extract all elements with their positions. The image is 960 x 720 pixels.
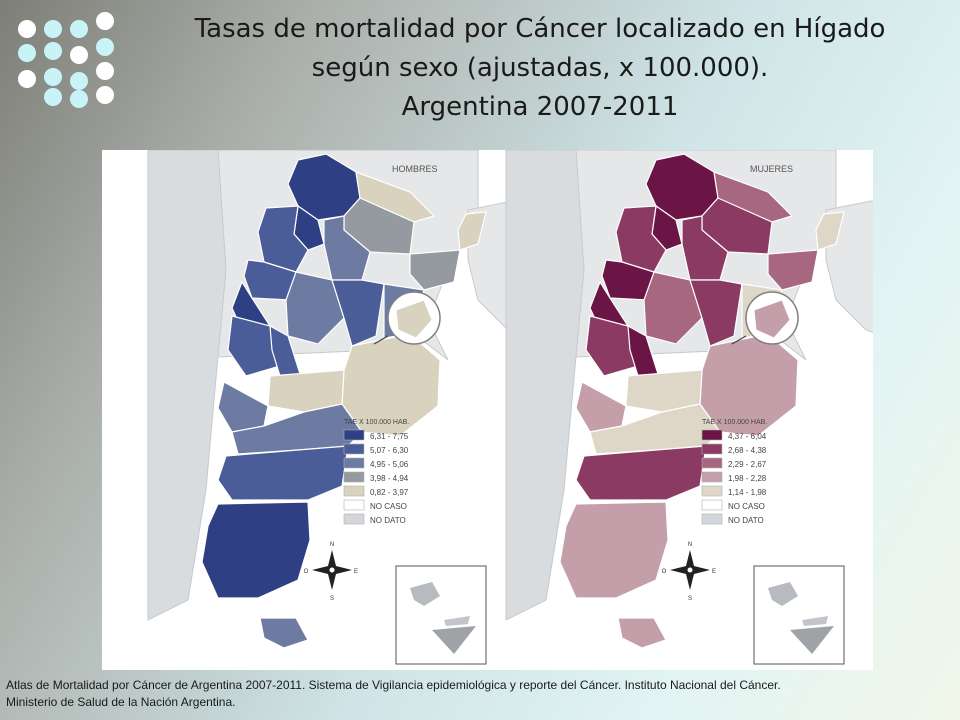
- legend-swatch: [343, 429, 365, 441]
- svg-text:E: E: [712, 569, 716, 575]
- inset-arrow: [373, 335, 389, 345]
- map-hombres: HOMBRES TAE X 100.000 HAB. 6,31 - 7,75 5,07…: [147, 150, 569, 665]
- inset-arrow: [731, 335, 747, 345]
- province-corrientes: [767, 249, 819, 291]
- title-line-2: según sexo (ajustadas, x 100.000).: [311, 53, 769, 83]
- legend-swatch: [701, 429, 723, 441]
- province-chubut: [575, 445, 707, 501]
- province-santiago: [323, 215, 371, 281]
- legend-label: 1,14 - 1,98: [728, 488, 767, 497]
- province-catamarca: [257, 205, 309, 273]
- legend-title: TAE X 100.000 HAB.: [702, 419, 767, 426]
- province-santiago: [681, 215, 729, 281]
- map-heading: MUJERES: [750, 164, 793, 174]
- legend-label: 6,31 - 7,75: [370, 432, 409, 441]
- antarctica-inset: [395, 565, 487, 665]
- legend-label: 2,29 - 2,67: [728, 460, 767, 469]
- legend-title: TAE X 100.000 HAB.: [344, 419, 409, 426]
- choropleth-maps: HOMBRES TAE X 100.000 HAB. 6,31 - 7,75 5,07…: [147, 150, 873, 665]
- province-santa-cruz: [559, 501, 669, 599]
- title-line-3: Argentina 2007-2011: [401, 92, 679, 122]
- province-mendoza: [585, 315, 639, 377]
- legend-swatch: [343, 499, 365, 511]
- svg-text:S: S: [688, 596, 692, 602]
- svg-text:S: S: [330, 596, 334, 602]
- province-neuquen: [575, 381, 627, 433]
- legend-label: NO CASO: [370, 502, 407, 511]
- province-tierra-del-fuego: [617, 617, 667, 649]
- province-misiones: [457, 211, 487, 251]
- inset-region: [395, 299, 433, 339]
- svg-text:N: N: [688, 542, 692, 548]
- decorative-dot-grid: [18, 12, 118, 108]
- svg-text:O: O: [304, 569, 309, 575]
- legend-swatch: [701, 471, 723, 483]
- legend-swatch: [343, 443, 365, 455]
- legend-label: 1,98 - 2,28: [728, 474, 767, 483]
- source-caption: Atlas de Mortalidad por Cáncer de Argent…: [6, 677, 956, 711]
- antarctica-inset: [753, 565, 845, 665]
- chile-strip: [505, 150, 585, 621]
- province-chubut: [217, 445, 349, 501]
- legend-label: 4,37 - 6,04: [728, 432, 767, 441]
- legend-swatch: [701, 485, 723, 497]
- province-mendoza: [227, 315, 281, 377]
- legend-label: NO CASO: [728, 502, 765, 511]
- svg-text:N: N: [330, 542, 334, 548]
- legend-swatch: [701, 443, 723, 455]
- inset-region: [753, 299, 791, 339]
- legend-swatch: [343, 457, 365, 469]
- legend-label: 3,98 - 4,94: [370, 474, 409, 483]
- legend-swatch: [343, 485, 365, 497]
- map-mujeres: MUJERES TAE X 100.000 HAB. 4,37 - 6,04 2,68…: [505, 150, 873, 665]
- province-tierra-del-fuego: [259, 617, 309, 649]
- legend-swatch: [701, 457, 723, 469]
- legend-swatch: [343, 513, 365, 525]
- legend-swatch: [343, 471, 365, 483]
- maps-panel: HOMBRES TAE X 100.000 HAB. 6,31 - 7,75 5,07…: [102, 150, 873, 670]
- legend-swatch: [701, 513, 723, 525]
- title-line-1: Tasas de mortalidad por Cáncer localizad…: [194, 14, 886, 44]
- svg-text:E: E: [354, 569, 358, 575]
- legend-label: NO DATO: [370, 516, 406, 525]
- chile-strip: [147, 150, 227, 621]
- map-heading: HOMBRES: [392, 164, 438, 174]
- province-corrientes: [409, 249, 461, 291]
- svg-text:O: O: [662, 569, 667, 575]
- legend-label: 4,95 - 5,06: [370, 460, 409, 469]
- province-neuquen: [217, 381, 269, 433]
- legend-label: 2,68 - 4,38: [728, 446, 767, 455]
- legend-swatch: [701, 499, 723, 511]
- legend-label: 0,82 - 3,97: [370, 488, 409, 497]
- caption-line-2: Ministerio de Salud de la Nación Argenti…: [6, 695, 236, 709]
- province-catamarca: [615, 205, 667, 273]
- province-misiones: [815, 211, 845, 251]
- slide-title: Tasas de mortalidad por Cáncer localizad…: [120, 10, 960, 127]
- legend-label: NO DATO: [728, 516, 764, 525]
- legend-label: 5,07 - 6,30: [370, 446, 409, 455]
- caption-line-1: Atlas de Mortalidad por Cáncer de Argent…: [6, 678, 781, 692]
- province-santa-cruz: [201, 501, 311, 599]
- compass-rose-icon: N S E O: [662, 542, 716, 602]
- compass-rose-icon: N S E O: [304, 542, 358, 602]
